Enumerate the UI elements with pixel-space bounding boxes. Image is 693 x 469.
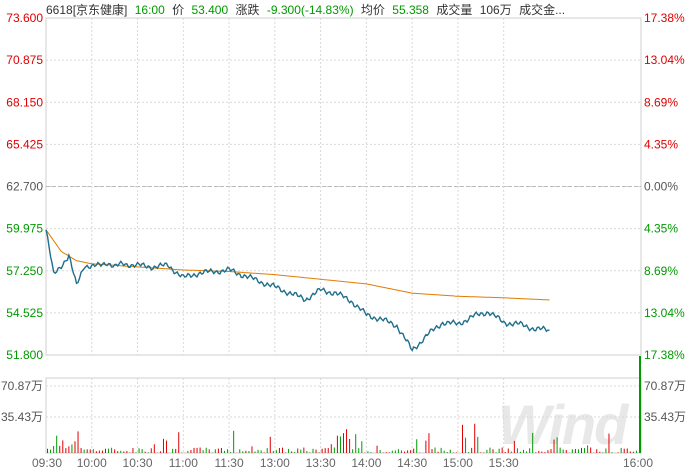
change-label: 涨跌: [235, 3, 260, 17]
y-tick-label-right: 17.38%: [644, 11, 685, 25]
y-tick-label-right: 8.69%: [644, 95, 678, 109]
stock-code-name: 6618[京东健康]: [46, 3, 128, 17]
quote-header: 6618[京东健康] 16:00 价 53.400 涨跌 -9.300(-14.…: [46, 2, 641, 18]
avg-price-line: [45, 229, 550, 301]
x-tick-label: 09:30: [32, 456, 62, 469]
y-tick-label-right: 4.35%: [644, 137, 678, 151]
avg-price-label: 均价: [360, 3, 385, 17]
amount-label: 成交金...: [519, 3, 566, 17]
price-line: [45, 229, 550, 352]
volume-tick-right: 70.87万: [644, 379, 686, 393]
x-tick-label: 11:30: [215, 456, 244, 469]
volume-label: 成交量: [436, 3, 473, 17]
y-tick-label-left: 70.875: [6, 53, 43, 67]
y-tick-label-left: 59.975: [6, 222, 43, 236]
y-tick-label-left: 65.425: [6, 137, 43, 151]
y-tick-label-right: 13.04%: [644, 306, 685, 320]
price-label: 价: [172, 3, 185, 17]
y-tick-label-right: 0.00%: [644, 180, 678, 194]
change-value: -9.300(-14.83%): [266, 3, 354, 17]
volume-value: 106万: [479, 3, 512, 17]
y-tick-label-right: 13.04%: [644, 53, 685, 67]
x-tick-label: 14:30: [397, 456, 427, 469]
avg-price-value: 55.358: [392, 3, 429, 17]
y-tick-label-left: 68.150: [6, 95, 43, 109]
x-tick-label: 14:00: [351, 456, 381, 469]
x-tick-label: 13:30: [306, 456, 336, 469]
y-tick-label-left: 54.525: [6, 306, 43, 320]
price-value: 53.400: [191, 3, 229, 17]
x-tick-label: 10:30: [123, 456, 153, 469]
y-tick-label-right: 17.38%: [644, 348, 685, 362]
y-tick-label-right: 8.69%: [644, 264, 678, 278]
volume-tick-left: 70.87万: [1, 379, 43, 393]
y-tick-label-left: 73.600: [6, 11, 43, 25]
x-tick-label: 11:00: [169, 456, 198, 469]
x-tick-label: 15:30: [489, 456, 519, 469]
wind-watermark: Wind: [498, 393, 628, 456]
quote-time: 16:00: [134, 3, 165, 17]
volume-tick-left: 35.43万: [1, 410, 43, 424]
x-tick-label: 13:00: [260, 456, 290, 469]
volume-tick-right: 35.43万: [644, 410, 686, 424]
y-tick-label-left: 62.700: [6, 180, 43, 194]
x-tick-label: 10:00: [77, 456, 107, 469]
y-tick-label-right: 4.35%: [644, 222, 678, 236]
x-tick-label: 16:00: [623, 456, 653, 469]
y-tick-label-left: 57.250: [6, 264, 43, 278]
y-tick-label-left: 51.800: [6, 348, 43, 362]
x-tick-label: 15:00: [443, 456, 473, 469]
